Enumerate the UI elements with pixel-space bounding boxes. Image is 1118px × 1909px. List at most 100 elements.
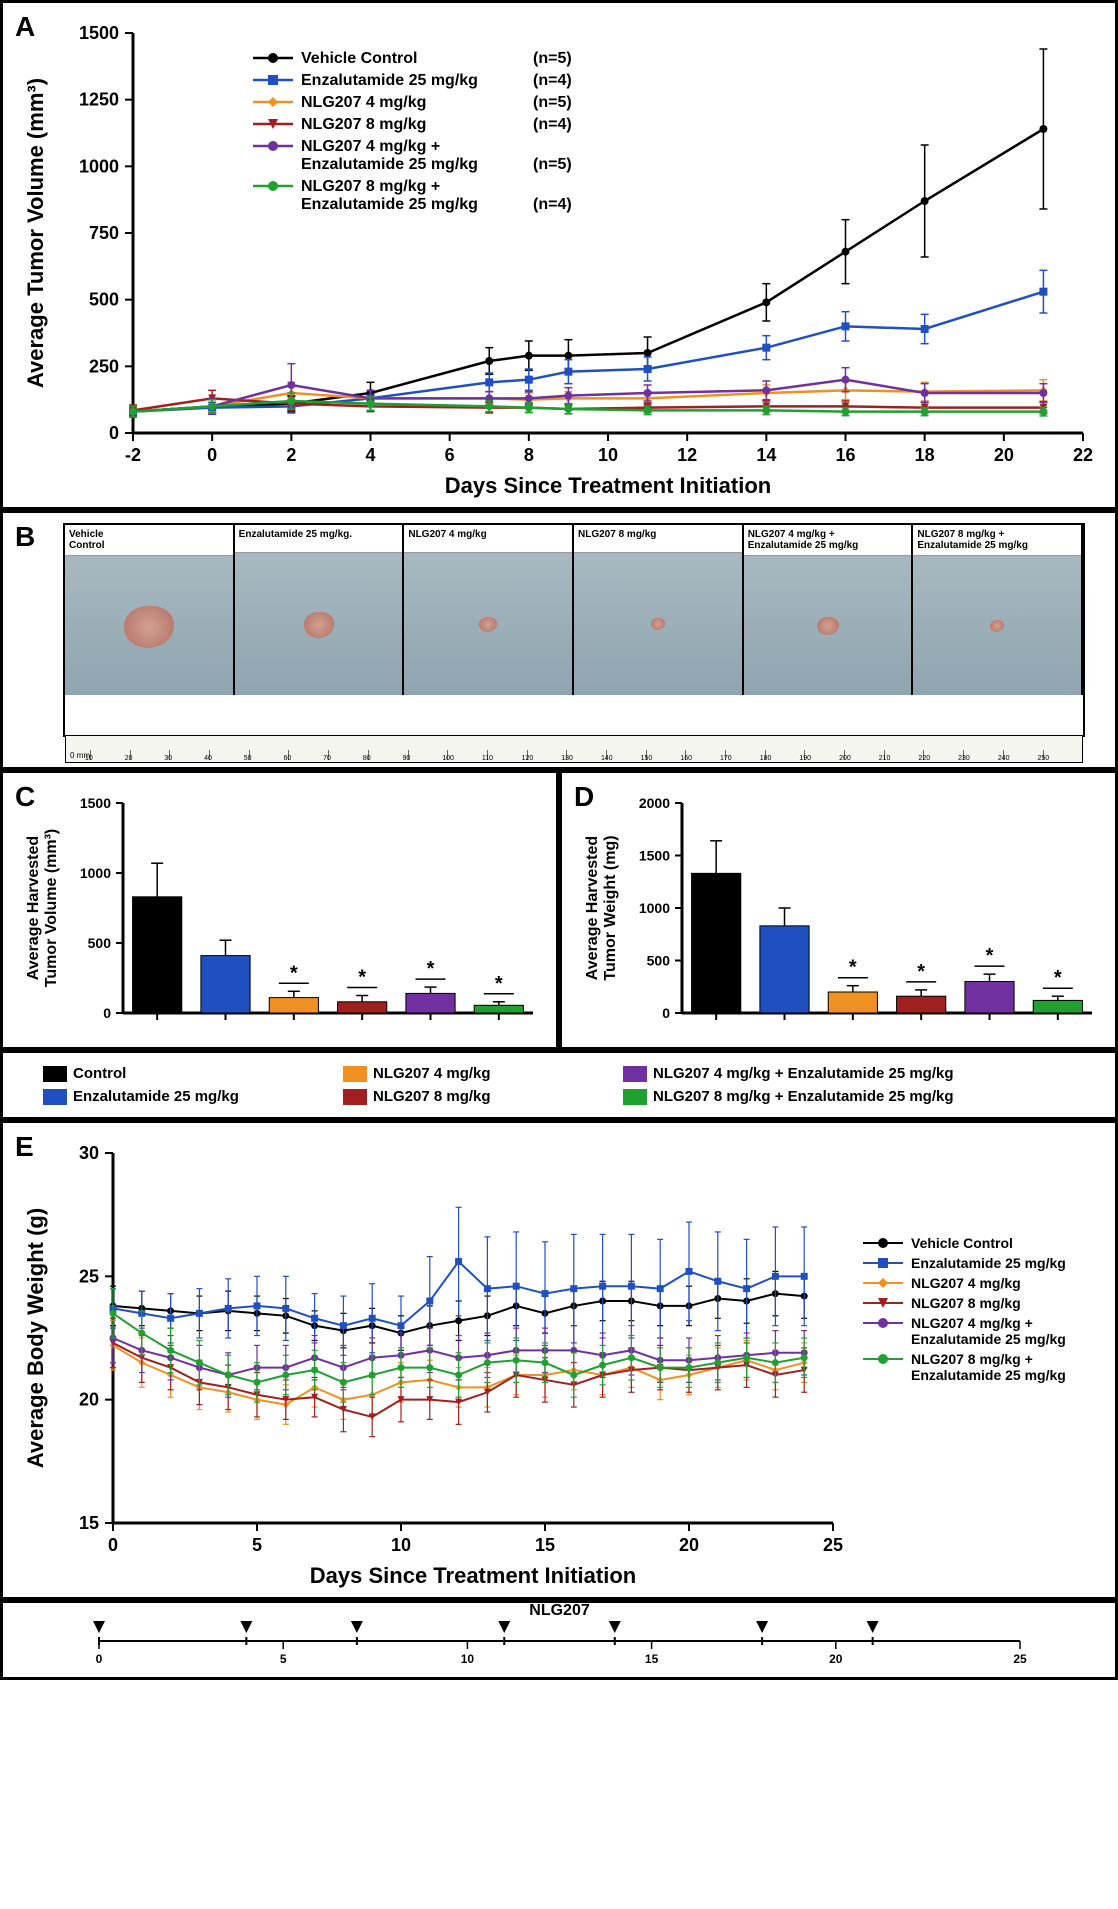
tumor-image (990, 620, 1004, 632)
legend-label: NLG207 8 mg/kg (373, 1088, 491, 1105)
svg-text:6: 6 (445, 445, 455, 465)
svg-text:Enzalutamide 25 mg/kg: Enzalutamide 25 mg/kg (911, 1367, 1066, 1383)
svg-text:*: * (358, 967, 366, 989)
svg-text:*: * (427, 958, 435, 980)
svg-text:1500: 1500 (639, 848, 670, 864)
svg-text:1000: 1000 (79, 156, 119, 176)
legend-swatch (343, 1066, 367, 1082)
panel-cd-legend: Control NLG207 4 mg/kg NLG207 4 mg/kg + En… (0, 1050, 1118, 1120)
svg-text:Enzalutamide 25 mg/kg: Enzalutamide 25 mg/kg (911, 1331, 1066, 1347)
svg-text:Tumor Weight (mg): Tumor Weight (mg) (602, 835, 619, 980)
photo-cell-2: NLG207 4 mg/kg (404, 525, 574, 695)
svg-text:1250: 1250 (79, 90, 119, 110)
legend-label: NLG207 8 mg/kg + Enzalutamide 25 mg/kg (653, 1088, 954, 1105)
svg-text:500: 500 (647, 953, 671, 969)
svg-text:(n=4): (n=4) (533, 72, 572, 89)
svg-text:NLG207 4 mg/kg: NLG207 4 mg/kg (911, 1275, 1021, 1291)
svg-text:Vehicle Control: Vehicle Control (911, 1235, 1013, 1251)
svg-text:-2: -2 (125, 445, 141, 465)
cd-legend-item: Control (43, 1065, 323, 1082)
svg-text:Average Body Weight (g): Average Body Weight (g) (23, 1208, 48, 1468)
svg-text:8: 8 (524, 445, 534, 465)
cd-legend-grid: Control NLG207 4 mg/kg NLG207 4 mg/kg + En… (43, 1065, 1075, 1105)
svg-text:500: 500 (89, 290, 119, 310)
svg-text:1000: 1000 (639, 900, 670, 916)
svg-text:12: 12 (677, 445, 697, 465)
svg-text:NLG207 8 mg/kg: NLG207 8 mg/kg (911, 1295, 1021, 1311)
photo-cell-header: NLG207 8 mg/kg +Enzalutamide 25 mg/kg (913, 525, 1081, 556)
legend-swatch (623, 1089, 647, 1105)
photo-cell-header: NLG207 8 mg/kg (574, 525, 742, 553)
svg-text:4: 4 (365, 445, 375, 465)
photo-cell-body (913, 556, 1081, 695)
panel-c-label: C (15, 781, 35, 813)
svg-text:1000: 1000 (80, 865, 111, 881)
svg-text:Enzalutamide 25 mg/kg: Enzalutamide 25 mg/kg (911, 1255, 1066, 1271)
photo-cell-body (574, 553, 742, 695)
svg-text:0: 0 (207, 445, 217, 465)
svg-text:14: 14 (756, 445, 776, 465)
svg-text:20: 20 (79, 1390, 99, 1410)
svg-text:NLG207 4 mg/kg: NLG207 4 mg/kg (301, 94, 426, 111)
ruler: 0 mm102030405060708090100110120130140150… (65, 735, 1083, 763)
svg-text:0: 0 (109, 423, 119, 443)
cd-legend-item: Enzalutamide 25 mg/kg (43, 1088, 323, 1105)
svg-text:5: 5 (252, 1535, 262, 1555)
svg-text:16: 16 (835, 445, 855, 465)
tumor-image (304, 612, 334, 638)
tumor-image (124, 606, 174, 649)
photo-cell-body (744, 556, 912, 695)
svg-text:0: 0 (95, 1652, 102, 1666)
cd-legend-item: NLG207 8 mg/kg (343, 1088, 603, 1105)
legend-label: Control (73, 1065, 126, 1082)
panel-b-label: B (15, 521, 35, 553)
svg-text:1500: 1500 (80, 795, 111, 811)
nlg-dose-strip: NLG2070510152025 (59, 1603, 1060, 1678)
tumor-image (479, 617, 497, 632)
panel-a-chart: 0250500750100012501500-20246810121416182… (3, 3, 1115, 507)
svg-text:Days Since Treatment Initiatio: Days Since Treatment Initiation (445, 473, 771, 498)
svg-text:Enzalutamide 25 mg/kg: Enzalutamide 25 mg/kg (301, 196, 478, 213)
photo-cell-body (404, 553, 572, 695)
svg-text:10: 10 (460, 1652, 474, 1666)
panel-cd-row: C 050010001500Average HarvestedTumor Vol… (0, 770, 1118, 1050)
svg-text:*: * (986, 945, 994, 967)
svg-text:*: * (495, 973, 503, 995)
photo-cell-header: NLG207 4 mg/kg +Enzalutamide 25 mg/kg (744, 525, 912, 556)
svg-text:0: 0 (103, 1005, 111, 1021)
legend-label: NLG207 4 mg/kg (373, 1065, 491, 1082)
svg-text:NLG207: NLG207 (529, 1603, 590, 1619)
dose-strip-svg: NLG2070510152025 (59, 1603, 1060, 1673)
svg-text:Average Harvested: Average Harvested (584, 836, 601, 980)
figure-root: A 0250500750100012501500-202468101214161… (0, 0, 1118, 1680)
svg-text:15: 15 (79, 1513, 99, 1533)
bottom-strip: NLG2070510152025 (0, 1600, 1118, 1680)
svg-text:Vehicle Control: Vehicle Control (301, 50, 417, 67)
cd-legend-item: NLG207 4 mg/kg (343, 1065, 603, 1082)
panel-d: D 0500100015002000Average HarvestedTumor… (559, 770, 1118, 1050)
photo-cell-body (65, 556, 233, 695)
svg-text:25: 25 (823, 1535, 843, 1555)
tumor-image (817, 617, 839, 636)
svg-text:*: * (917, 961, 925, 983)
legend-swatch (623, 1066, 647, 1082)
photo-cell-4: NLG207 4 mg/kg +Enzalutamide 25 mg/kg (744, 525, 914, 695)
svg-text:0: 0 (662, 1005, 670, 1021)
panel-a-label: A (15, 11, 35, 43)
panel-a: A 0250500750100012501500-202468101214161… (0, 0, 1118, 510)
tumor-image (651, 618, 665, 630)
svg-text:Days Since Treatment Initiatio: Days Since Treatment Initiation (310, 1563, 636, 1588)
svg-text:2: 2 (286, 445, 296, 465)
svg-text:0: 0 (108, 1535, 118, 1555)
svg-text:(n=4): (n=4) (533, 116, 572, 133)
legend-label: NLG207 4 mg/kg + Enzalutamide 25 mg/kg (653, 1065, 954, 1082)
legend-label: Enzalutamide 25 mg/kg (73, 1088, 239, 1105)
svg-text:30: 30 (79, 1143, 99, 1163)
svg-text:500: 500 (88, 935, 112, 951)
svg-text:(n=5): (n=5) (533, 50, 572, 67)
legend-swatch (43, 1066, 67, 1082)
panel-e: E 152025300510152025Average Body Weight … (0, 1120, 1118, 1600)
photo-cell-1: Enzalutamide 25 mg/kg. (235, 525, 405, 695)
svg-text:250: 250 (89, 356, 119, 376)
tumor-photo-strip: VehicleControlEnzalutamide 25 mg/kg.NLG2… (63, 523, 1085, 737)
